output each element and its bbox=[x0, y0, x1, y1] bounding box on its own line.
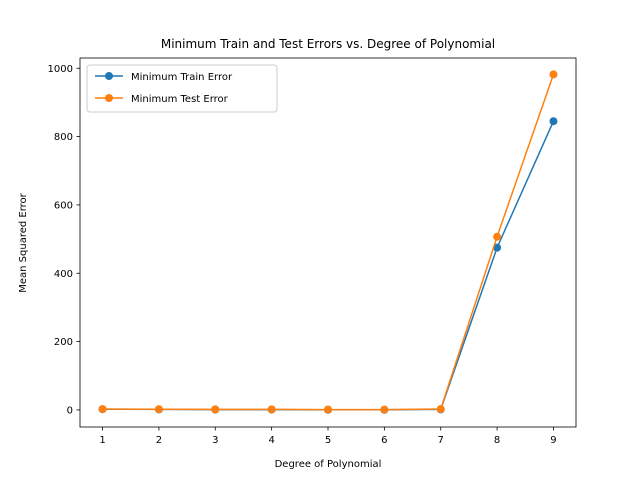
y-tick-label: 200 bbox=[54, 337, 73, 348]
x-axis-label: Degree of Polynomial bbox=[275, 459, 382, 470]
data-point-test bbox=[380, 405, 389, 414]
x-tick-label: 5 bbox=[325, 435, 331, 446]
y-tick-label: 400 bbox=[54, 269, 73, 280]
data-point-test bbox=[493, 232, 502, 241]
chart-title: Minimum Train and Test Errors vs. Degree… bbox=[161, 37, 495, 51]
x-tick-label: 2 bbox=[156, 435, 162, 446]
data-point-train bbox=[493, 243, 502, 252]
y-axis-label: Mean Squared Error bbox=[18, 192, 29, 292]
y-tick-label: 1000 bbox=[48, 64, 73, 75]
y-tick-label: 800 bbox=[54, 132, 73, 143]
legend-label-test: Minimum Test Error bbox=[131, 94, 229, 105]
data-point-test bbox=[267, 405, 276, 414]
data-point-test bbox=[154, 405, 163, 414]
y-tick-label: 0 bbox=[67, 405, 73, 416]
x-tick-label: 9 bbox=[550, 435, 556, 446]
legend-swatch-marker-test bbox=[105, 94, 113, 102]
x-tick-label: 1 bbox=[99, 435, 105, 446]
data-point-train bbox=[549, 117, 558, 126]
y-tick-label: 600 bbox=[54, 200, 73, 211]
data-point-test bbox=[98, 405, 107, 414]
data-point-test bbox=[211, 405, 220, 414]
data-point-test bbox=[436, 405, 445, 414]
legend-label-train: Minimum Train Error bbox=[131, 72, 233, 83]
data-point-test bbox=[549, 70, 558, 79]
x-tick-label: 4 bbox=[268, 435, 274, 446]
data-point-test bbox=[324, 405, 332, 414]
x-tick-label: 7 bbox=[438, 435, 444, 446]
x-tick-label: 3 bbox=[212, 435, 218, 446]
legend: Minimum Train Error Minimum Test Error bbox=[86, 64, 278, 113]
x-tick-label: 6 bbox=[381, 435, 387, 446]
legend-swatch-marker-train bbox=[105, 72, 113, 80]
plot-area: 1 2 3 4 5 6 7 8 9 0 200 400 600 800 1000 bbox=[48, 57, 577, 446]
x-tick-label: 8 bbox=[494, 435, 500, 446]
legend-box bbox=[86, 64, 278, 113]
